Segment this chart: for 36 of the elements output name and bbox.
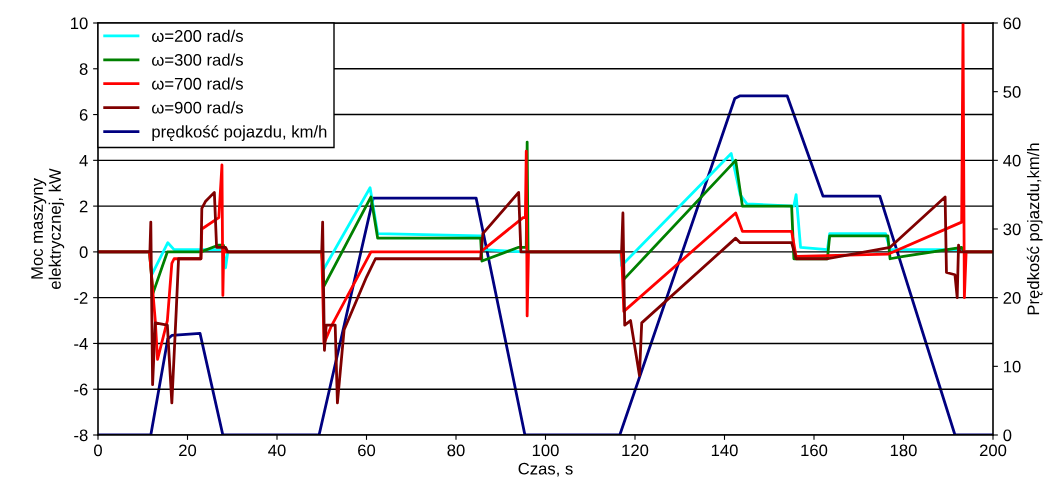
x-tick-label: 60 (358, 444, 376, 457)
y-tick-label: 4 (79, 154, 88, 167)
y-tick-label: -2 (74, 292, 88, 304)
y-tick-label: -8 (74, 429, 88, 442)
legend-label: ω=900 rad/s (152, 101, 243, 114)
y-tick-label: 10 (71, 17, 88, 30)
x-tick-label: 40 (268, 444, 286, 457)
y-tick-label: 8 (79, 63, 88, 75)
y-tick-label: 0 (79, 246, 88, 259)
x-tick-label: 80 (447, 444, 465, 457)
x-tick-label: 0 (94, 444, 102, 457)
y2-tick-label: 30 (1003, 223, 1021, 236)
y2-tick-label: 10 (1003, 360, 1021, 373)
x-tick-label: 20 (179, 444, 197, 457)
y-tick-label: -6 (74, 383, 88, 396)
x-tick-label: 100 (532, 444, 559, 457)
x-tick-label: 120 (622, 444, 649, 457)
y-tick-label: -4 (74, 338, 88, 350)
legend-label: ω=700 rad/s (152, 77, 243, 90)
y2-axis-title: Prędkość pojazdu,km/h (1026, 143, 1043, 315)
legend-label: ω=200 rad/s (152, 29, 243, 42)
y2-tick-label: 40 (1003, 154, 1021, 167)
y-tick-label: 6 (79, 108, 88, 121)
y2-tick-label: 0 (1003, 429, 1012, 442)
y-tick-label: 2 (79, 200, 88, 213)
x-tick-label: 160 (801, 444, 828, 457)
y2-tick-label: 50 (1003, 86, 1021, 98)
legend-label: ω=300 rad/s (152, 53, 243, 66)
x-tick-label: 200 (979, 444, 1007, 457)
y2-tick-label: 60 (1003, 17, 1021, 30)
x-tick-label: 180 (890, 444, 917, 457)
x-tick-label: 140 (711, 444, 738, 457)
legend-label: prędkość pojazdu, km/h (152, 125, 327, 141)
x-axis-title: Czas, s (518, 462, 573, 477)
y-axis-title: Moc maszyny elektrycznej, kW (31, 168, 65, 289)
y2-tick-label: 20 (1003, 292, 1021, 304)
